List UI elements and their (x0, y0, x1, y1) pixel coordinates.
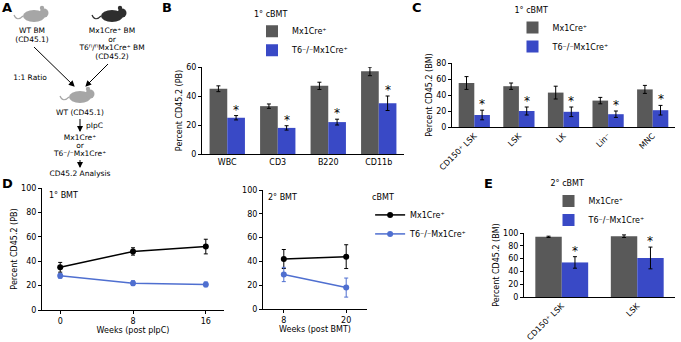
svg-text:Mx1Cre⁺: Mx1Cre⁺ (410, 211, 445, 220)
svg-text:*: * (479, 97, 485, 111)
svg-text:Mx1Cre⁺: Mx1Cre⁺ (292, 27, 327, 36)
svg-text:0: 0 (191, 150, 196, 159)
svg-text:0: 0 (513, 293, 518, 302)
svg-text:MNC: MNC (638, 131, 658, 151)
svg-text:Weeks (post pIpC): Weeks (post pIpC) (97, 326, 170, 335)
svg-text:CD3: CD3 (269, 158, 286, 167)
svg-text:T6⁻/⁻Mx1Cre⁺: T6⁻/⁻Mx1Cre⁺ (291, 46, 348, 55)
svg-text:Percent CD45.2 (PB): Percent CD45.2 (PB) (10, 208, 19, 289)
svg-text:*: * (524, 94, 530, 108)
svg-text:0: 0 (31, 306, 36, 315)
svg-text:Weeks (post BMT): Weeks (post BMT) (279, 325, 351, 334)
svg-text:cBMT: cBMT (372, 193, 394, 202)
svg-text:*: * (572, 244, 578, 258)
svg-text:60: 60 (508, 254, 518, 263)
svg-text:20: 20 (508, 280, 518, 289)
svg-text:CD45.2 Analysis: CD45.2 Analysis (50, 169, 111, 178)
svg-text:*: * (284, 113, 290, 127)
svg-text:100: 100 (242, 186, 257, 195)
svg-text:*: * (658, 92, 664, 106)
svg-text:B220: B220 (318, 158, 339, 167)
svg-text:CD150⁺ LSK: CD150⁺ LSK (525, 301, 566, 342)
svg-text:Percent CD45.2 (BM): Percent CD45.2 (BM) (492, 223, 501, 306)
svg-text:Mx1Cre⁺ BM: Mx1Cre⁺ BM (88, 26, 136, 35)
svg-text:pIpC: pIpC (86, 121, 103, 130)
svg-text:0: 0 (252, 305, 257, 314)
svg-text:80: 80 (26, 208, 36, 217)
svg-text:1° BMT: 1° BMT (49, 191, 78, 200)
svg-text:2° cBMT: 2° cBMT (551, 179, 584, 188)
html-text:C: C (412, 0, 422, 15)
html-text:A: A (2, 0, 13, 15)
html-text:E: E (484, 176, 493, 191)
svg-text:60: 60 (186, 63, 196, 72)
svg-text:8: 8 (281, 316, 286, 325)
svg-text:CD11b: CD11b (365, 158, 392, 167)
svg-text:20: 20 (26, 281, 36, 290)
svg-text:80: 80 (508, 242, 518, 251)
svg-text:1:1 Ratio: 1:1 Ratio (13, 73, 47, 82)
svg-text:or: or (76, 141, 84, 150)
svg-text:or: or (108, 34, 116, 44)
svg-text:2° BMT: 2° BMT (268, 193, 297, 202)
svg-text:20: 20 (186, 121, 196, 130)
svg-text:80: 80 (436, 59, 446, 68)
svg-text:1° cBMT: 1° cBMT (254, 10, 287, 19)
svg-text:16: 16 (201, 317, 211, 326)
svg-text:*: * (385, 83, 391, 97)
svg-text:Mx1Cre⁺: Mx1Cre⁺ (553, 24, 588, 33)
svg-text:1° cBMT: 1° cBMT (515, 6, 548, 15)
svg-text:WBC: WBC (218, 158, 237, 167)
svg-text:LSK: LSK (625, 301, 642, 318)
svg-text:Percent CD45.2 (PB): Percent CD45.2 (PB) (175, 70, 184, 151)
svg-text:WT BM: WT BM (19, 26, 45, 35)
svg-text:(CD45.2): (CD45.2) (95, 52, 129, 61)
svg-text:60: 60 (247, 233, 257, 242)
svg-text:*: * (568, 94, 574, 108)
svg-text:*: * (334, 106, 340, 120)
svg-text:Percent CD45.2 (BM): Percent CD45.2 (BM) (425, 53, 434, 136)
html-text:D: D (2, 176, 13, 191)
svg-text:*: * (613, 98, 619, 112)
svg-text:0: 0 (58, 317, 63, 326)
svg-text:Lin⁻: Lin⁻ (595, 131, 613, 149)
svg-text:40: 40 (186, 92, 196, 101)
svg-text:100: 100 (503, 229, 518, 238)
svg-text:40: 40 (26, 257, 36, 266)
svg-text:20: 20 (341, 316, 351, 325)
svg-text:CD150⁺ LSK: CD150⁺ LSK (438, 131, 479, 172)
svg-text:40: 40 (436, 91, 446, 100)
svg-text:LSK: LSK (506, 131, 523, 148)
svg-text:(CD45.1): (CD45.1) (15, 35, 49, 44)
svg-text:20: 20 (247, 281, 257, 290)
svg-text:WT (CD45.1): WT (CD45.1) (56, 108, 104, 117)
svg-text:0: 0 (441, 123, 446, 132)
svg-text:*: * (233, 103, 239, 117)
svg-text:LK: LK (555, 131, 569, 145)
svg-text:T6⁻/⁻Mx1Cre⁺: T6⁻/⁻Mx1Cre⁺ (552, 43, 609, 52)
svg-text:T6⁻/⁻Mx1Cre⁺: T6⁻/⁻Mx1Cre⁺ (53, 149, 106, 158)
svg-text:80: 80 (247, 210, 257, 219)
svg-text:40: 40 (508, 267, 518, 276)
svg-text:*: * (647, 234, 653, 248)
svg-text:100: 100 (21, 184, 36, 193)
svg-text:T6⁻/⁻Mx1Cre⁺: T6⁻/⁻Mx1Cre⁺ (588, 216, 645, 225)
svg-text:T6⁻/⁻Mx1Cre⁺: T6⁻/⁻Mx1Cre⁺ (409, 230, 466, 239)
svg-text:Mx1Cre⁺: Mx1Cre⁺ (589, 197, 624, 206)
html-text:B: B (162, 0, 172, 15)
svg-text:8: 8 (130, 317, 135, 326)
svg-text:T6ᶠˡ/ᶠˡMx1Cre⁺ BM: T6ᶠˡ/ᶠˡMx1Cre⁺ BM (79, 43, 145, 52)
svg-text:60: 60 (26, 233, 36, 242)
svg-text:Mx1Cre⁺: Mx1Cre⁺ (63, 133, 97, 142)
svg-text:60: 60 (436, 75, 446, 84)
svg-text:40: 40 (247, 257, 257, 266)
svg-text:20: 20 (436, 107, 446, 116)
